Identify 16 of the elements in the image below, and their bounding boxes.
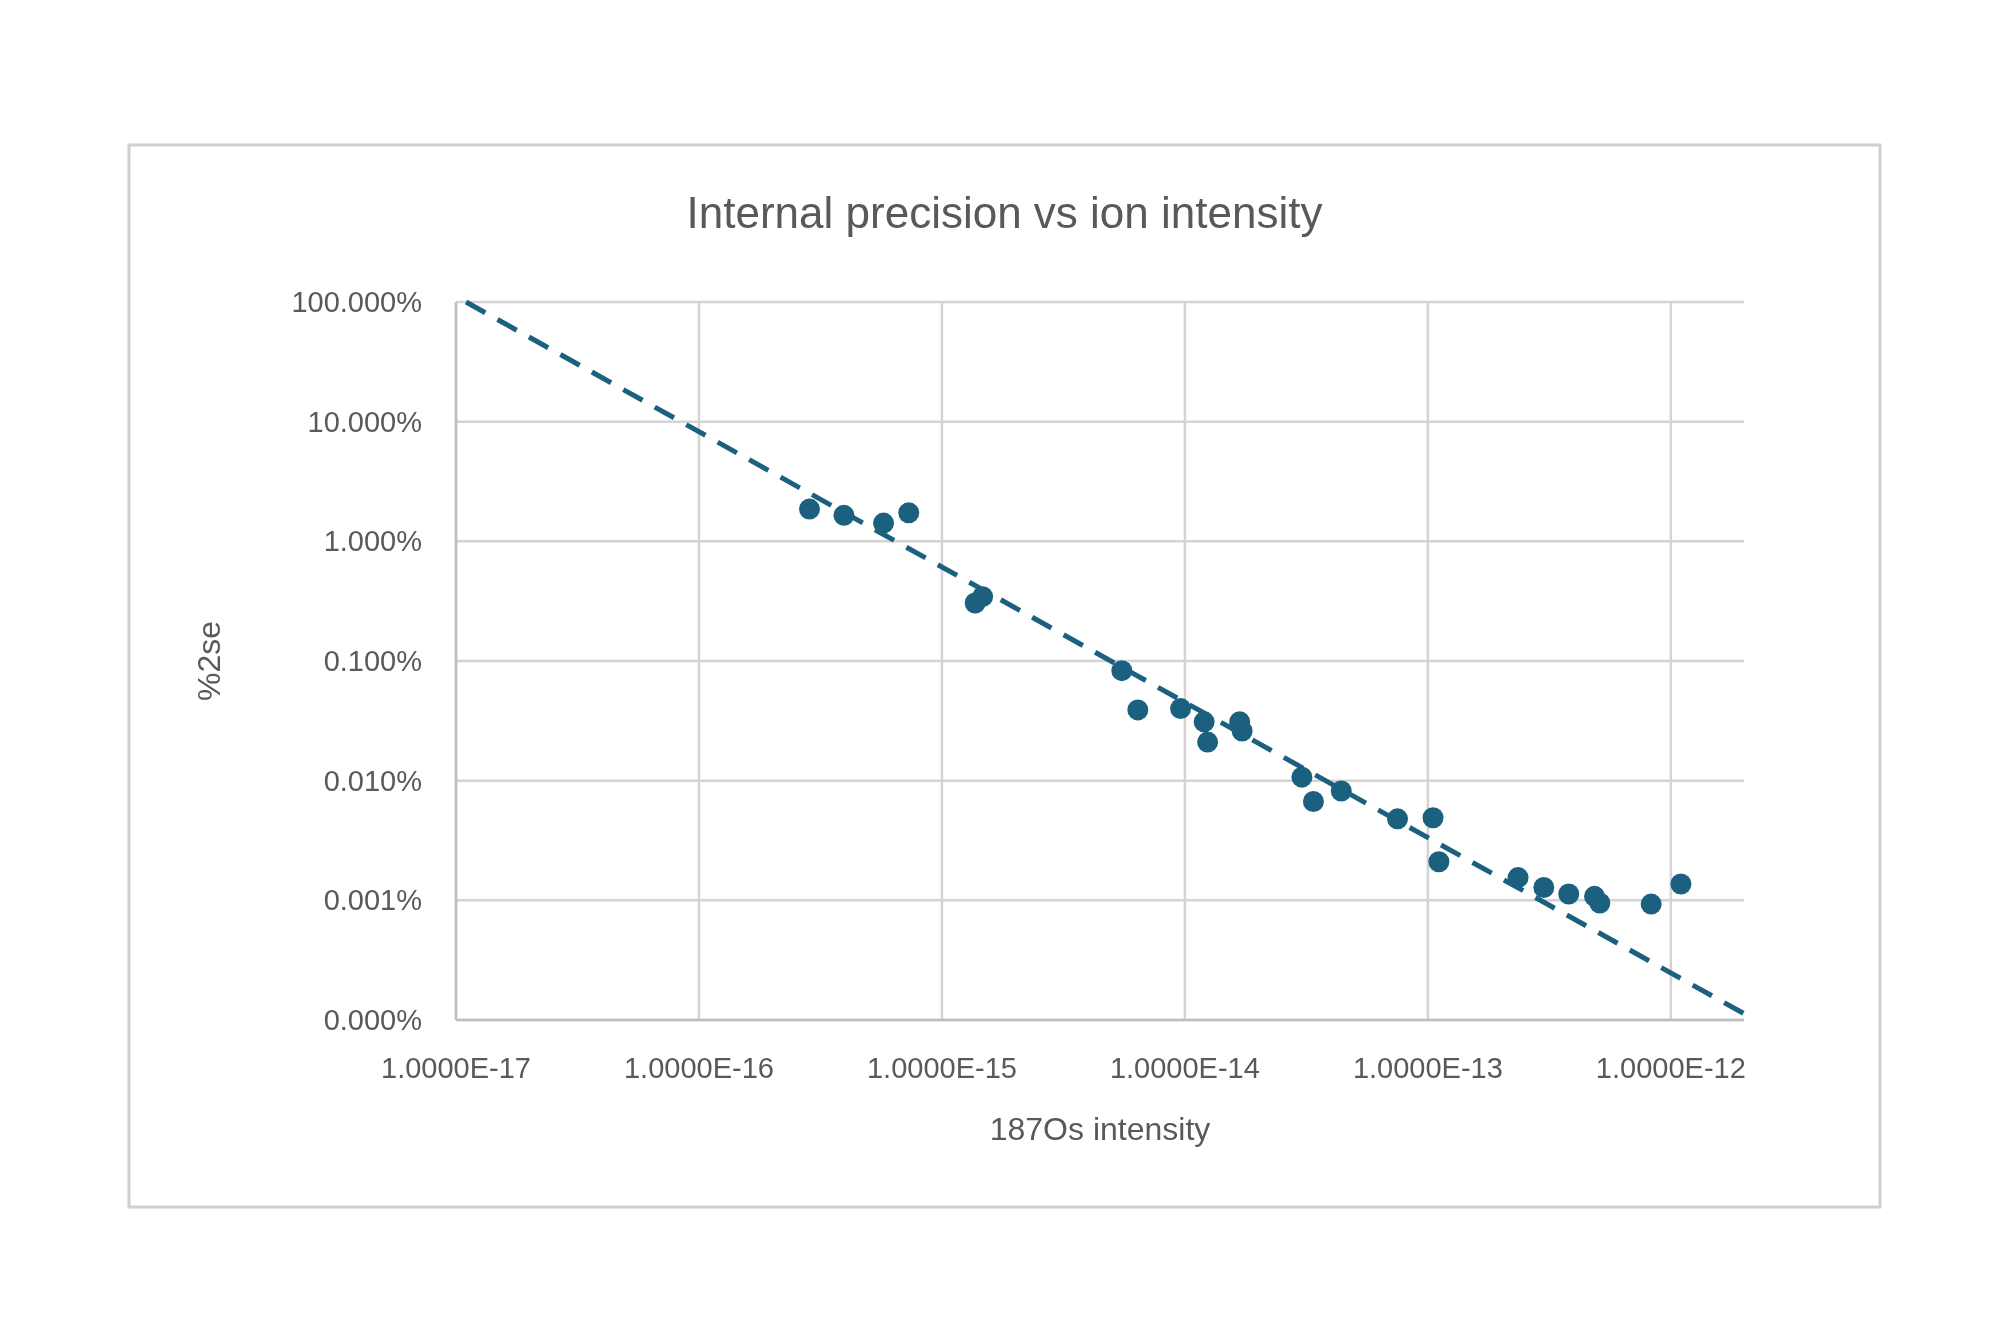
y-tick-label: 0.000% <box>323 1004 422 1037</box>
y-tick-label: 10.000% <box>307 405 422 438</box>
y-tick-label: 100.000% <box>291 286 422 319</box>
y-tick-label: 1.000% <box>323 525 422 558</box>
y-tick-label: 0.010% <box>323 764 422 797</box>
y-tick-label: 0.001% <box>323 884 422 917</box>
y-axis-title: %2se <box>191 620 227 702</box>
x-tick-label: 1.0000E-15 <box>866 1052 1017 1084</box>
x-tick-label: 1.0000E-17 <box>381 1052 531 1084</box>
y-tick-label: 0.100% <box>323 645 422 678</box>
x-tick-label: 1.0000E-14 <box>1109 1052 1260 1084</box>
x-tick-label: 1.0000E-16 <box>623 1052 774 1084</box>
x-axis-title: 187Os intensity <box>989 1111 1211 1147</box>
chart-title: Internal precision vs ion intensity <box>686 188 1323 237</box>
x-tick-label: 1.0000E-13 <box>1352 1052 1503 1084</box>
x-tick-label: 1.0000E-12 <box>1595 1052 1746 1084</box>
